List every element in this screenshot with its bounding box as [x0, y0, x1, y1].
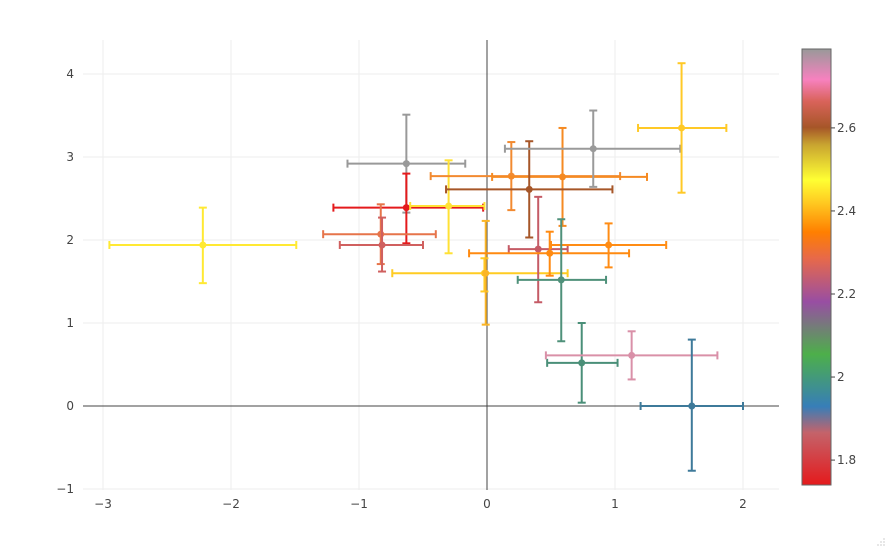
marker[interactable]	[482, 269, 490, 277]
data-points	[108, 62, 744, 472]
marker[interactable]	[688, 402, 696, 410]
marker[interactable]	[402, 204, 410, 212]
grid	[83, 40, 779, 490]
data-point[interactable]	[468, 230, 631, 277]
y-tick-label: 0	[66, 399, 74, 413]
colorbar-tick-label: 2.4	[837, 204, 856, 218]
data-point[interactable]	[516, 218, 608, 343]
data-point[interactable]	[322, 203, 437, 266]
data-point[interactable]	[332, 172, 485, 245]
zero-lines	[83, 40, 779, 490]
marker[interactable]	[678, 124, 686, 132]
marker[interactable]	[557, 276, 565, 284]
colorbar: 1.8 2 2.2 2.4 2.6	[801, 48, 856, 486]
x-tick-label: −1	[350, 497, 368, 511]
marker[interactable]	[605, 241, 613, 249]
y-tick-label: 3	[66, 150, 74, 164]
marker[interactable]	[377, 230, 385, 238]
x-tick-label: −2	[222, 497, 240, 511]
data-point[interactable]	[491, 126, 648, 227]
data-point[interactable]	[338, 216, 424, 273]
y-tick-label: 1	[66, 316, 74, 330]
colorbar-tick-label: 2.6	[837, 121, 856, 135]
y-tick-label: −1	[56, 482, 74, 496]
x-tick-label: 0	[483, 497, 491, 511]
x-tick-label: 2	[739, 497, 747, 511]
marker[interactable]	[445, 202, 453, 210]
colorbar-tick-label: 1.8	[837, 453, 856, 467]
marker[interactable]	[578, 359, 586, 367]
colorbar-tick-label: 2.2	[837, 287, 856, 301]
y-tick-label: 4	[66, 67, 74, 81]
marker[interactable]	[534, 245, 542, 253]
y-axis: −1 0 1 2 3 4	[56, 67, 74, 496]
data-point[interactable]	[550, 222, 668, 269]
data-point[interactable]	[637, 62, 728, 194]
marker[interactable]	[546, 249, 554, 257]
data-point[interactable]	[503, 109, 682, 188]
data-point[interactable]	[409, 159, 486, 255]
y-tick-label: 2	[66, 233, 74, 247]
data-point[interactable]	[391, 257, 569, 293]
marker[interactable]	[378, 241, 386, 249]
marker[interactable]	[589, 145, 597, 153]
marker[interactable]	[628, 351, 636, 359]
x-tick-label: −3	[94, 497, 112, 511]
x-tick-label: 1	[611, 497, 619, 511]
colorbar-tick-label: 2	[837, 370, 845, 384]
resize-handle-icon[interactable]	[877, 538, 885, 546]
data-point[interactable]	[544, 330, 719, 381]
x-axis: −3 −2 −1 0 1 2	[94, 497, 747, 511]
data-point[interactable]	[639, 338, 744, 472]
marker[interactable]	[559, 173, 567, 181]
colorbar-gradient	[801, 48, 832, 486]
data-point[interactable]	[481, 219, 490, 326]
marker[interactable]	[402, 160, 410, 168]
data-point[interactable]	[546, 322, 619, 404]
marker[interactable]	[525, 185, 533, 193]
marker[interactable]	[199, 241, 207, 249]
data-point[interactable]	[445, 140, 614, 239]
data-point[interactable]	[507, 195, 569, 304]
data-point[interactable]	[108, 206, 298, 285]
